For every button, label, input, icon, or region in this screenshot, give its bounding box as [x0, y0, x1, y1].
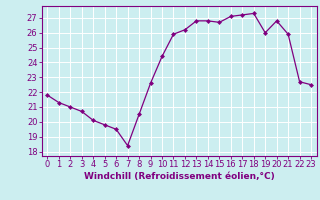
X-axis label: Windchill (Refroidissement éolien,°C): Windchill (Refroidissement éolien,°C)	[84, 172, 275, 181]
